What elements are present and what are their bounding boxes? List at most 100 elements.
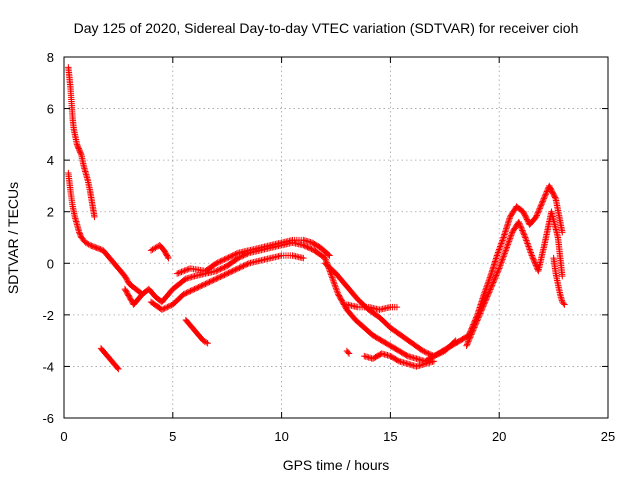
data-point (214, 259, 221, 266)
data-point (228, 268, 235, 275)
x-tick-label: 20 (492, 429, 506, 444)
data-point (489, 280, 496, 288)
data-point (517, 223, 524, 230)
data-point (485, 289, 493, 296)
data-point (332, 283, 339, 290)
data-point (503, 245, 510, 253)
grid (64, 57, 608, 418)
y-tick-label: 2 (47, 205, 54, 220)
data-point (165, 303, 172, 310)
data-point (221, 271, 228, 279)
data-point (451, 338, 458, 345)
data-point (537, 202, 545, 209)
data-point (497, 241, 505, 249)
data-point (226, 269, 234, 276)
data-point (425, 350, 432, 357)
data-point (481, 300, 488, 307)
data-point (218, 257, 225, 264)
series-segment-6h (182, 316, 211, 347)
data-point (477, 308, 485, 316)
data-point (504, 241, 512, 248)
data-point (334, 289, 341, 296)
series-segment-2h (97, 345, 122, 373)
data-point (501, 250, 508, 257)
data-point (478, 307, 485, 314)
data-point (486, 274, 494, 281)
data-point (498, 257, 506, 265)
data-point (221, 263, 228, 271)
data-point (161, 305, 168, 312)
data-point (327, 271, 335, 278)
y-tick-label: 0 (47, 256, 54, 271)
data-point (468, 329, 476, 337)
data-point (199, 282, 206, 289)
data-point (426, 350, 434, 358)
data-point (243, 261, 250, 268)
data-point (202, 280, 209, 288)
data-point (485, 290, 492, 297)
y-tick-label: 8 (47, 50, 54, 65)
data-point (211, 276, 219, 283)
data-point (238, 252, 246, 260)
data-point (537, 203, 544, 211)
data-point (222, 271, 230, 278)
data-point (519, 228, 527, 236)
data-point (218, 272, 225, 280)
data-point (483, 294, 490, 302)
data-point (181, 267, 188, 274)
data-point (529, 255, 537, 262)
data-point (494, 268, 502, 275)
data-point (533, 212, 540, 219)
x-tick-label: 5 (169, 429, 176, 444)
data-point (304, 243, 311, 251)
data-point (495, 266, 502, 274)
data-point (432, 352, 439, 359)
data-point (226, 253, 234, 261)
data-point (434, 350, 442, 358)
data-point (466, 335, 473, 342)
plot-frame (63, 56, 609, 419)
data-point (486, 275, 493, 283)
data-point (190, 286, 197, 293)
data-point (214, 274, 221, 282)
data-point (138, 292, 145, 299)
data-point (187, 287, 194, 295)
data-point (559, 272, 566, 280)
data-point (475, 313, 483, 320)
data-point (506, 235, 514, 242)
data-point (228, 252, 235, 260)
data-point (428, 351, 435, 359)
data-point (494, 269, 501, 276)
data-point (328, 272, 335, 280)
data-point (503, 244, 511, 251)
data-point (496, 265, 503, 272)
data-point (236, 264, 243, 271)
data-point (516, 221, 524, 229)
data-point (240, 262, 247, 270)
data-point (476, 311, 483, 319)
data-point (192, 285, 200, 292)
data-point (229, 252, 236, 259)
series-upper-band (173, 236, 333, 277)
data-point (301, 242, 308, 250)
data-point (482, 296, 490, 303)
data-point (214, 267, 221, 274)
data-point (468, 331, 475, 338)
data-point (473, 318, 480, 326)
data-point (403, 352, 410, 359)
data-point (478, 306, 486, 313)
data-point (463, 342, 470, 349)
data-point (230, 267, 238, 274)
series-mid-band (343, 301, 401, 313)
data-point (85, 241, 92, 248)
data-point (345, 350, 353, 357)
data-point (204, 340, 211, 347)
y-tick-label: -2 (42, 308, 54, 323)
data-point (162, 304, 170, 311)
data-point (215, 266, 223, 273)
data-point (505, 239, 512, 247)
data-point (500, 253, 507, 260)
data-point (241, 262, 249, 269)
data-point (233, 265, 240, 273)
data-point (496, 263, 503, 271)
